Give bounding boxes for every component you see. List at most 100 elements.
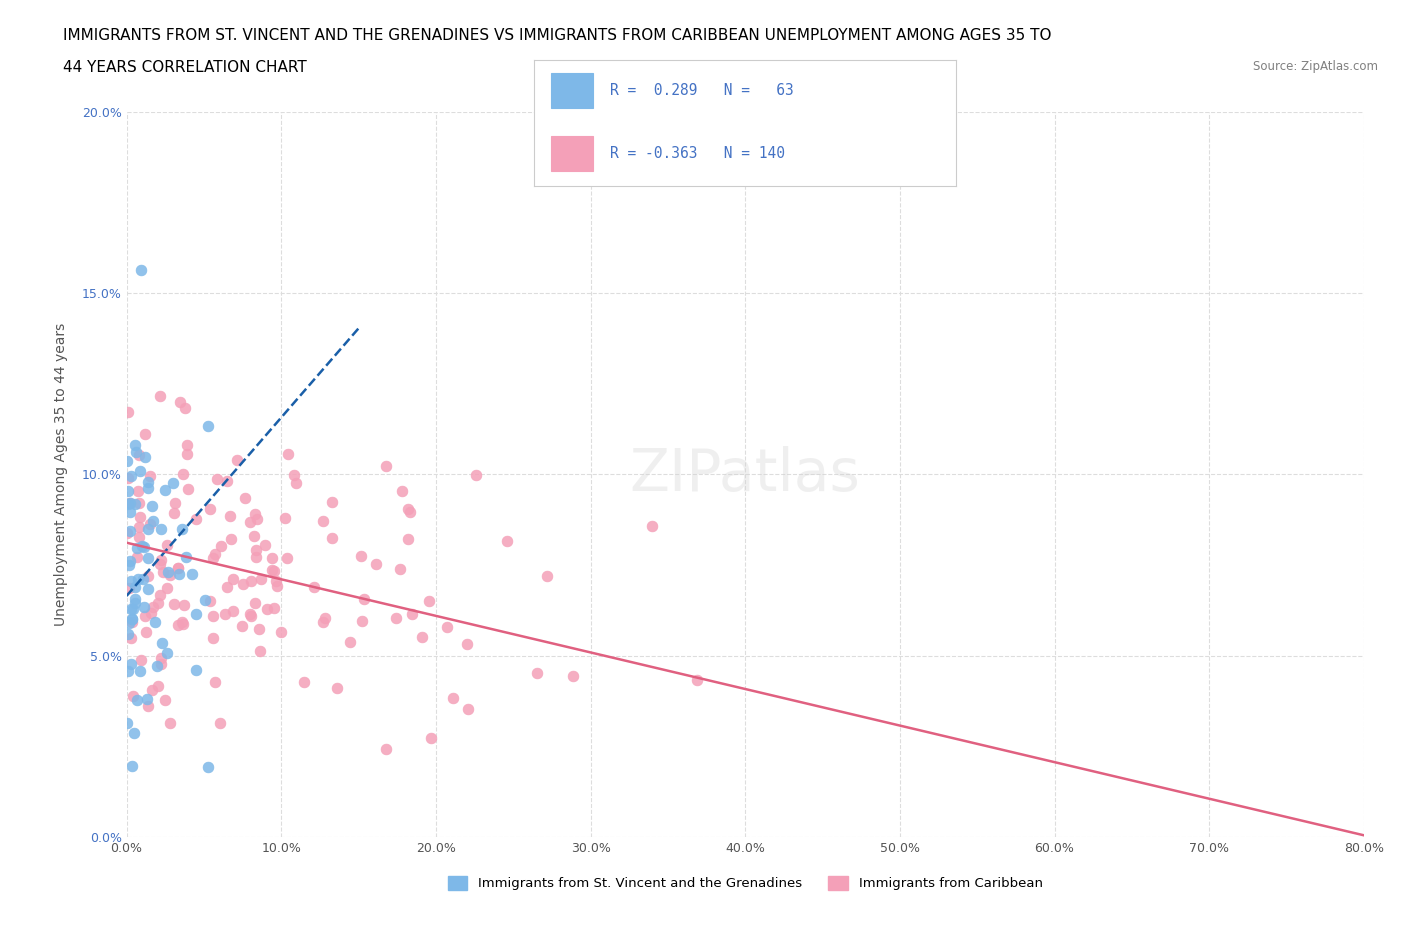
Point <box>120 496 142 511</box>
Point <box>243 595 266 610</box>
Point <box>441 690 464 705</box>
Point <box>124 437 146 452</box>
Point <box>321 494 343 509</box>
Point <box>173 598 195 613</box>
Point <box>266 579 288 594</box>
Point <box>117 484 139 498</box>
Point <box>127 484 149 498</box>
Point <box>204 547 226 562</box>
Point <box>141 683 163 698</box>
Text: IMMIGRANTS FROM ST. VINCENT AND THE GRENADINES VS IMMIGRANTS FROM CARIBBEAN UNEM: IMMIGRANTS FROM ST. VINCENT AND THE GREN… <box>63 28 1052 43</box>
Point <box>201 631 224 645</box>
Point <box>156 580 179 595</box>
Point <box>139 605 162 620</box>
Point <box>143 614 166 629</box>
Point <box>149 588 172 603</box>
Text: R = -0.363   N = 140: R = -0.363 N = 140 <box>610 146 785 161</box>
Point <box>136 692 159 707</box>
Point <box>263 600 285 615</box>
Point <box>149 657 172 671</box>
Point <box>169 394 191 409</box>
Point <box>246 512 269 526</box>
Point <box>138 474 160 489</box>
Point <box>201 551 224 565</box>
Point <box>214 606 236 621</box>
Point <box>127 550 149 565</box>
Point <box>457 702 479 717</box>
Point <box>274 511 297 525</box>
Point <box>122 725 145 740</box>
Point <box>166 561 188 576</box>
Point <box>270 624 292 639</box>
Point <box>118 496 141 511</box>
Point <box>205 472 228 486</box>
Point <box>186 606 208 621</box>
Point <box>184 663 207 678</box>
Point <box>277 446 299 461</box>
Text: ZIPatlas: ZIPatlas <box>630 445 860 503</box>
Point <box>436 619 458 634</box>
Point <box>398 504 420 519</box>
Point <box>120 574 142 589</box>
Point <box>353 591 375 606</box>
Point <box>249 644 271 658</box>
Text: 44 YEARS CORRELATION CHART: 44 YEARS CORRELATION CHART <box>63 60 307 75</box>
Point <box>136 522 159 537</box>
Point <box>349 549 371 564</box>
Point <box>117 664 139 679</box>
Point <box>165 496 187 511</box>
Point <box>138 698 160 713</box>
Point <box>120 469 142 484</box>
Point <box>117 497 139 512</box>
Point <box>172 617 194 631</box>
Point <box>146 658 169 673</box>
Point <box>120 657 142 671</box>
Point <box>260 551 283 565</box>
Point <box>250 571 273 586</box>
Point <box>352 613 374 628</box>
Point <box>136 481 159 496</box>
Point <box>121 611 143 626</box>
Point <box>536 568 558 583</box>
Point <box>197 418 219 433</box>
Point <box>219 509 242 524</box>
Point <box>124 579 146 594</box>
Point <box>204 675 226 690</box>
Point <box>166 561 188 576</box>
Point <box>122 688 145 703</box>
Point <box>146 595 169 610</box>
Point <box>201 608 224 623</box>
Point <box>122 602 145 617</box>
Point <box>339 634 361 649</box>
Point <box>262 563 284 578</box>
Point <box>562 669 585 684</box>
Point <box>314 610 336 625</box>
Point <box>245 550 267 565</box>
Point <box>496 534 519 549</box>
Point <box>115 525 138 540</box>
Point <box>263 564 285 578</box>
Point <box>117 581 139 596</box>
Point <box>134 608 156 623</box>
Point <box>138 516 160 531</box>
Point <box>128 530 150 545</box>
Point <box>124 591 146 606</box>
Point <box>198 593 221 608</box>
Point <box>321 530 343 545</box>
Point <box>215 579 238 594</box>
Point <box>124 596 146 611</box>
Point <box>163 596 186 611</box>
Bar <box>551 136 593 171</box>
Point <box>177 482 200 497</box>
Point <box>194 592 217 607</box>
Point <box>118 616 141 631</box>
Point <box>156 565 179 579</box>
Point <box>152 565 174 579</box>
Point <box>128 663 150 678</box>
Point <box>117 454 139 469</box>
Point <box>217 473 239 488</box>
Point <box>184 512 207 526</box>
Point <box>132 572 155 587</box>
Point <box>120 631 142 645</box>
Text: Source: ZipAtlas.com: Source: ZipAtlas.com <box>1253 60 1378 73</box>
